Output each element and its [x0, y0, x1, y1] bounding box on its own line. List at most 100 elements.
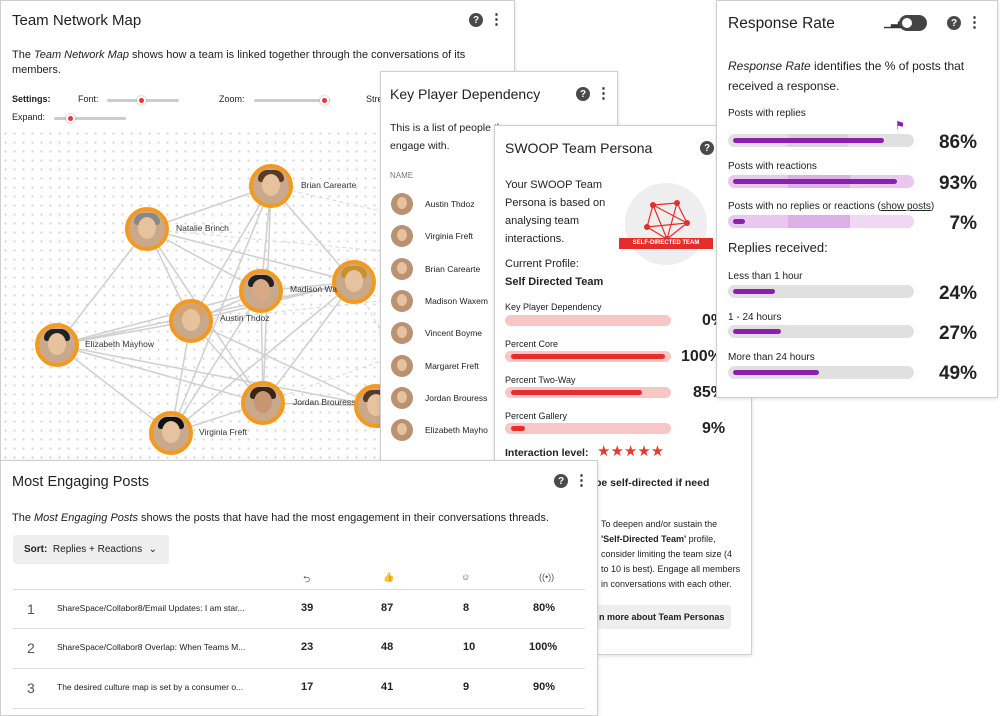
row-reactions: 41	[381, 681, 394, 693]
help-icon[interactable]: ?	[576, 87, 590, 101]
metric-fill	[733, 329, 781, 334]
table-row[interactable]: 1 ShareSpace/Collabor8/Email Updates: I …	[13, 589, 585, 629]
current-profile-label: Current Profile:	[505, 258, 579, 270]
interaction-level-stars: ★★★★★	[597, 442, 664, 461]
node-avatar[interactable]	[332, 260, 376, 304]
list-item[interactable]: Virginia Freft	[391, 225, 473, 247]
metric-fill	[733, 179, 897, 184]
metric-label: 1 - 24 hours	[728, 312, 782, 323]
show-posts-link[interactable]: show posts	[880, 201, 931, 212]
row-percent: 100%	[529, 641, 558, 653]
avatar	[391, 290, 413, 312]
metric-fill	[511, 426, 525, 431]
node-avatar[interactable]	[169, 299, 213, 343]
avatar	[391, 355, 413, 377]
metric-bar	[728, 215, 914, 228]
expand-slider[interactable]	[54, 114, 126, 123]
metric-label: Less than 1 hour	[728, 271, 803, 282]
metric-fill	[733, 289, 776, 294]
metric-bar	[728, 134, 914, 147]
metric-bar	[505, 351, 671, 362]
column-header-name: NAME	[390, 171, 414, 180]
row-reactions: 87	[381, 602, 394, 614]
node-avatar[interactable]	[35, 323, 79, 367]
current-profile-value: Self Directed Team	[505, 276, 604, 288]
broadcast-icon[interactable]: ((•))	[539, 572, 555, 582]
persona-badge-ribbon: SELF-DIRECTED TEAM	[619, 238, 713, 249]
font-slider[interactable]	[107, 96, 179, 105]
metric-fill	[511, 390, 642, 395]
row-title[interactable]: ShareSpace/Collabor8 Overlap: When Teams…	[57, 642, 246, 652]
metric-bar	[728, 175, 914, 188]
metric-fill	[511, 354, 665, 359]
metric-label: Key Player Dependency	[505, 302, 602, 312]
settings-label: Settings:	[12, 94, 51, 104]
thumbs-up-icon[interactable]: 👍	[383, 572, 395, 582]
card-description: The Team Network Map shows how a team is…	[12, 49, 466, 76]
table-row[interactable]: 3 The desired culture map is set by a co…	[13, 669, 585, 709]
metric-value: 93%	[938, 173, 977, 194]
row-title[interactable]: The desired culture map is set by a cons…	[57, 682, 244, 692]
list-item[interactable]: Brian Carearte	[391, 258, 480, 280]
table-row[interactable]: 2 ShareSpace/Collabor8 Overlap: When Tea…	[13, 629, 585, 669]
node-avatar[interactable]	[241, 381, 285, 425]
kebab-menu-icon[interactable]: ⋮	[967, 14, 982, 31]
persona-badge: SELF-DIRECTED TEAM	[619, 183, 713, 265]
view-toggle[interactable]	[899, 15, 927, 31]
node-avatar[interactable]	[149, 411, 193, 455]
metric-bar	[728, 366, 914, 379]
node-label: Virginia Freft	[199, 427, 248, 437]
zoom-slider[interactable]	[254, 96, 330, 105]
help-icon[interactable]: ?	[554, 474, 568, 488]
list-item[interactable]: Margaret Freft	[391, 355, 479, 377]
help-icon[interactable]: ?	[947, 16, 961, 30]
metric-bar	[728, 325, 914, 338]
metric-bar	[505, 387, 671, 398]
help-icon[interactable]: ?	[469, 13, 483, 27]
interaction-level-label: Interaction level:	[505, 447, 589, 459]
kebab-menu-icon[interactable]: ⋮	[596, 85, 611, 102]
row-people: 10	[463, 641, 476, 653]
node-label: Brian Carearte	[301, 180, 357, 190]
list-item[interactable]: Elizabeth Mayho	[391, 419, 488, 441]
node-avatar[interactable]	[239, 269, 283, 313]
metric-label: More than 24 hours	[728, 352, 815, 363]
metric-label: Percent Two-Way	[505, 375, 576, 385]
row-rank: 3	[27, 680, 35, 696]
most-engaging-posts-card: Most Engaging Posts ? ⋮ The Most Engagin…	[0, 460, 598, 716]
toggle-knob	[902, 18, 912, 28]
card-title: Team Network Map	[12, 12, 142, 29]
replies-heading: Replies received:	[728, 240, 828, 255]
row-percent: 90%	[533, 681, 556, 693]
row-title[interactable]: ShareSpace/Collabor8/Email Updates: I am…	[57, 603, 245, 613]
metric-label: Posts with replies	[728, 108, 806, 119]
node-avatar[interactable]	[249, 164, 293, 208]
metric-fill	[733, 219, 746, 224]
zoom-label: Zoom:	[219, 94, 245, 104]
row-replies: 23	[301, 641, 314, 653]
metric-label: Percent Core	[505, 339, 559, 349]
kebab-menu-icon[interactable]: ⋮	[574, 472, 589, 489]
reply-icon[interactable]: ⮌	[303, 574, 311, 584]
learn-more-button[interactable]: n more about Team Personas	[595, 605, 731, 629]
list-item[interactable]: Jordan Brouress	[391, 387, 487, 409]
help-icon[interactable]: ?	[700, 141, 714, 155]
metric-value: 100%	[681, 348, 722, 365]
node-label: Madison Wa	[290, 284, 337, 294]
metric-value: 24%	[938, 283, 977, 304]
list-item[interactable]: Madison Waxem	[391, 290, 488, 312]
kebab-menu-icon[interactable]: ⋮	[489, 11, 504, 28]
persona-note: be self-directed if need	[595, 477, 710, 489]
sort-dropdown[interactable]: Sort: Replies + Reactions ⌄	[13, 535, 169, 564]
card-title: Most Engaging Posts	[12, 474, 150, 490]
metric-label: Posts with reactions	[728, 161, 817, 172]
bar-chart-icon[interactable]: ▁▃▅	[884, 18, 905, 28]
network-graph-icon	[644, 200, 690, 242]
list-item[interactable]: Vincent Boyme	[391, 322, 482, 344]
node-avatar[interactable]	[125, 207, 169, 251]
list-item[interactable]: Austin Thdoz	[391, 193, 474, 215]
metric-value: 27%	[938, 323, 977, 344]
expand-label: Expand:	[12, 112, 46, 122]
card-title: Response Rate	[728, 15, 835, 32]
person-icon[interactable]: ☺	[461, 572, 471, 582]
